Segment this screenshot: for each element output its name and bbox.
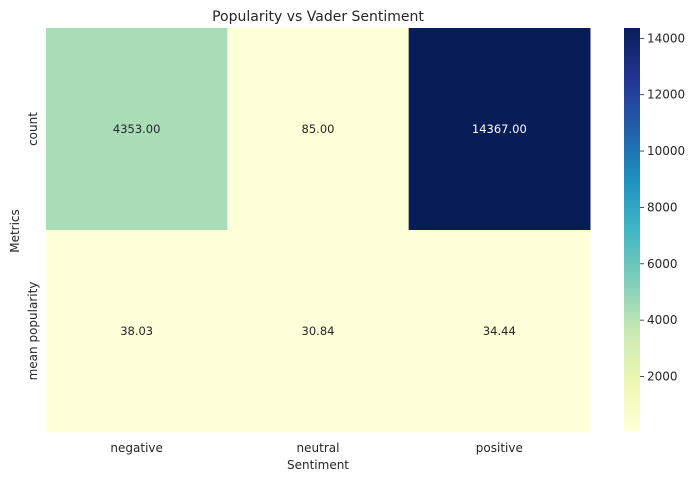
colorbar-tick-label: 6000 bbox=[647, 257, 678, 271]
colorbar-ticks: 2000 4000 6000 8000 10000 12000 14000 bbox=[640, 31, 685, 384]
y-axis-label: Metrics bbox=[8, 209, 22, 253]
heatmap-cells: 4353.00 85.00 14367.00 38.03 30.84 34.44 bbox=[46, 28, 591, 433]
heatmap-cell bbox=[46, 28, 228, 231]
cell-value-label: 30.84 bbox=[302, 324, 335, 338]
colorbar-tick-label: 10000 bbox=[647, 144, 685, 158]
heatmap-cell bbox=[408, 230, 591, 433]
cell-value-label: 4353.00 bbox=[113, 122, 161, 136]
y-tick-label: count bbox=[26, 112, 40, 146]
colorbar-tick-label: 14000 bbox=[647, 31, 685, 45]
heatmap-cell bbox=[227, 230, 410, 433]
cell-value-label: 34.44 bbox=[483, 324, 516, 338]
x-tick-labels: negative neutral positive bbox=[110, 441, 522, 455]
x-tick-label: neutral bbox=[297, 441, 340, 455]
colorbar-tick-label: 8000 bbox=[647, 200, 678, 214]
heatmap-cell bbox=[227, 28, 410, 231]
colorbar-tick-label: 4000 bbox=[647, 313, 678, 327]
y-tick-labels: count mean popularity bbox=[26, 112, 40, 381]
cell-value-label: 85.00 bbox=[302, 122, 335, 136]
heatmap-cell bbox=[408, 28, 591, 231]
cell-value-label: 14367.00 bbox=[472, 122, 527, 136]
y-tick-label: mean popularity bbox=[26, 282, 40, 381]
x-tick-label: positive bbox=[476, 441, 523, 455]
x-tick-label: negative bbox=[110, 441, 162, 455]
colorbar-tick-label: 2000 bbox=[647, 370, 678, 384]
heatmap-cell bbox=[46, 230, 228, 433]
colorbar bbox=[624, 28, 640, 432]
chart-title: Popularity vs Vader Sentiment bbox=[212, 9, 424, 25]
x-axis-label: Sentiment bbox=[287, 458, 349, 472]
colorbar-tick-label: 12000 bbox=[647, 88, 685, 102]
cell-value-label: 38.03 bbox=[120, 324, 153, 338]
